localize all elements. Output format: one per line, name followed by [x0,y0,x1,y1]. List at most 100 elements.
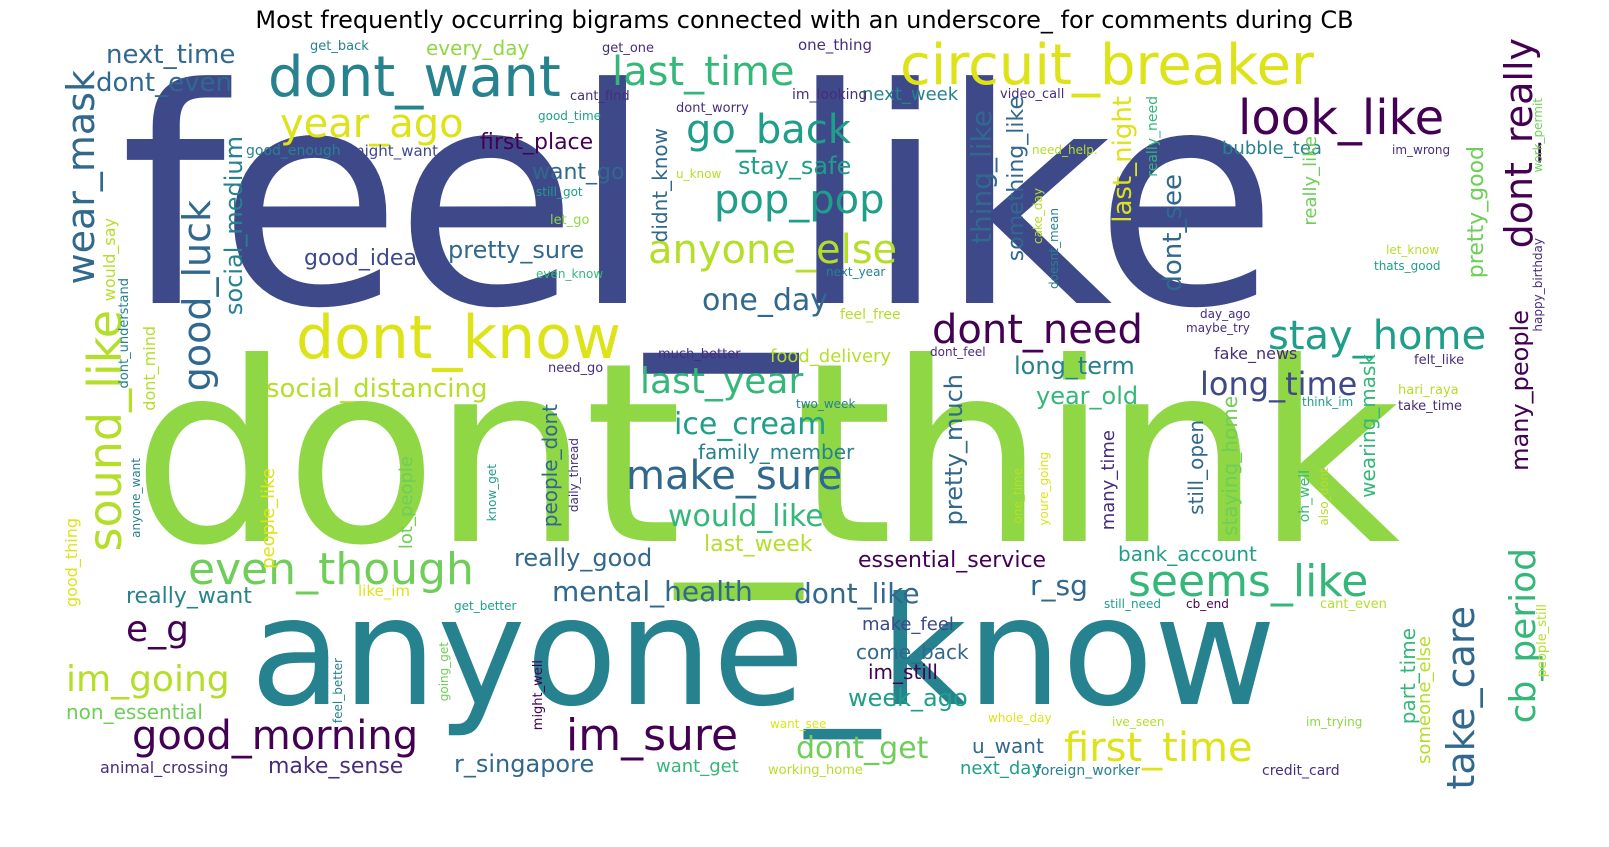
word-thats_good: thats_good [1374,259,1441,273]
word-family_member: family_member [698,440,855,464]
word-bubble_tea: bubble_tea [1222,138,1322,159]
word-still_need: still_need [1104,597,1161,611]
word-next_time: next_time [106,40,236,70]
word-seems_like: seems_like [1128,556,1369,607]
word-dont_worry: dont_worry [676,101,749,116]
word-two_week: two_week [796,397,856,411]
word-oh_well: oh_well [1297,470,1313,523]
word-ice_cream: ice_cream [674,407,827,442]
word-anyone_know: anyone_know [250,566,1277,740]
word-food_delivery: food_delivery [770,346,892,367]
word-r_singapore: r_singapore [454,750,595,778]
word-wearing_mask: wearing_mask [1356,354,1380,498]
word-one_thing: one_thing [798,38,872,54]
word-work_permit: work_permit [1531,98,1545,173]
word-anyone_else: anyone_else [648,227,898,273]
word-week_ago: week_ago [848,684,968,712]
word-make_sure: make_sure [626,453,843,499]
word-year_ago: year_ago [280,101,464,147]
word-dont_get: dont_get [796,731,929,766]
word-circuit_breaker: circuit_breaker [900,38,1314,98]
word-last_year: last_year [640,361,804,402]
word-staying_home: staying_home [1218,396,1242,536]
word-credit_card: credit_card [1262,763,1340,779]
word-dont_see: dont_see [1158,174,1188,292]
word-even_know: even_know [536,267,604,281]
word-going_get: going_get [437,642,451,702]
word-still_got: still_got [536,185,583,199]
word-something_like: something_like [1004,96,1029,262]
word-want_go: want_go [532,160,625,185]
word-anyone_want: anyone_want [129,458,143,538]
word-get_one: get_one [602,41,655,56]
word-would_say: would_say [100,218,119,302]
word-cloud: feel_like dont_think anyone_know dont_wa… [62,38,1550,790]
word-feel_better: feel_better [331,658,345,724]
word-need_go: need_go [548,361,604,376]
word-dont_like: dont_like [794,577,920,610]
word-still_open: still_open [1184,420,1208,515]
word-dont_need: dont_need [932,307,1143,353]
word-good_idea: good_idea [304,246,417,271]
word-last_time: last_time [612,49,795,95]
word-first_time: first_time [1064,725,1253,771]
word-want_get: want_get [656,756,739,777]
word-would_like: would_like [668,499,824,534]
word-fake_news: fake_news [1214,344,1298,363]
word-long_term: long_term [1014,352,1135,380]
word-get_better: get_better [454,599,517,613]
word-need_help: need_help. [1032,143,1098,157]
word-make_sense: make_sense [268,754,404,779]
word-make_feel: make_feel [862,614,954,635]
word-come_back: come_back [856,640,969,664]
word-good_morning: good_morning [132,713,419,759]
word-social_distancing: social_distancing [266,374,488,404]
word-stay_safe: stay_safe [738,152,852,180]
word-wear_mask: wear_mask [62,70,103,285]
word-really_good: really_good [514,544,653,572]
word-dont_understand: dont_understand [117,278,132,389]
word-im_still: im_still [868,660,938,684]
word-maybe_try: maybe_try [1186,321,1250,335]
word-know_get: know_get [485,464,499,522]
word-next_week: next_week [862,84,959,105]
word-cant_find: cant_find [570,89,630,104]
word-r_sg: r_sg [1030,569,1088,602]
word-take_time: take_time [1398,399,1462,414]
word-let_know: let_know [1386,243,1440,257]
word-didnt_know: didnt_know [648,128,672,243]
word-non_essential: non_essential [66,700,203,724]
word-whole_day: whole_day [988,711,1052,725]
word-people_still: people_still [1535,604,1550,678]
word-social_medium: social_medium [220,136,248,316]
word-dont_want: dont_want [268,45,561,110]
word-want_see: want_see [770,717,827,731]
word-good_luck: good_luck [175,200,219,392]
word-one_time: one_time [1011,468,1025,524]
word-long_time: long_time [1200,365,1358,403]
word-cant_even: cant_even [1320,597,1387,612]
word-might_want: might_want [350,142,439,160]
word-really_need: really_need [1145,96,1161,177]
word-last_night: last_night [1108,96,1138,223]
word-video_call: video_call [1000,87,1065,102]
word-day_ago: day_ago [1200,307,1251,321]
word-year_old: year_old [1036,382,1139,410]
word-happy_birthday: happy_birthday [1531,238,1545,332]
word-pop_pop: pop_pop [714,177,885,223]
word-even_though: even_though [188,544,474,595]
word-feel_free: feel_free [840,307,901,323]
chart-title: Most frequently occurring bigrams connec… [255,6,1354,34]
word-good_enough: good_enough [246,143,341,159]
word-first_place: first_place [480,130,594,155]
word-let_go: let_go [550,213,590,228]
word-people_dont: people_dont [538,404,562,528]
word-hari_raya: hari_raya [1398,383,1459,398]
word-many_people: many_people [1506,310,1534,471]
word-im_trying: im_trying [1306,715,1363,729]
word-dont_know: dont_know [296,303,621,373]
word-get_back: get_back [310,39,369,54]
word-ive_seen: ive_seen [1112,715,1165,729]
word-many_time: many_time [1098,430,1119,531]
word-daily_thread: daily_thread [567,438,581,513]
